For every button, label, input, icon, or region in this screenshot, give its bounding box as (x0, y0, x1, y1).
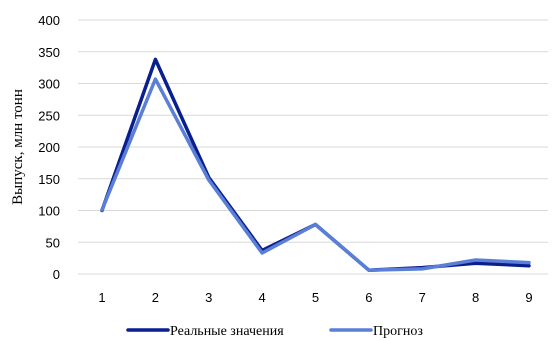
series-line-2 (100, 77, 531, 272)
series-lines (100, 57, 531, 272)
legend: Реальные значения Прогноз (126, 324, 423, 339)
legend-label-1: Реальные значения (170, 324, 284, 339)
x-tick-label: 7 (419, 290, 426, 305)
y-tick-label: 50 (46, 235, 60, 250)
series-line-1 (100, 57, 531, 272)
y-tick-label: 150 (38, 172, 60, 187)
x-tick-label: 9 (525, 290, 532, 305)
gridlines (78, 19, 548, 275)
x-tick-label: 8 (472, 290, 479, 305)
y-tick-label: 350 (38, 45, 60, 60)
y-tick-label: 0 (53, 267, 60, 282)
y-axis-title: Выпуск, млн тонн (10, 89, 26, 205)
x-tick-label: 5 (312, 290, 319, 305)
x-tick-label: 3 (205, 290, 212, 305)
y-tick-label: 250 (38, 108, 60, 123)
x-axis-ticks: 1 2 3 4 5 6 7 8 9 (98, 290, 532, 305)
x-tick-label: 4 (259, 290, 266, 305)
x-tick-label: 1 (98, 290, 105, 305)
x-tick-label: 2 (152, 290, 159, 305)
y-tick-label: 400 (38, 13, 60, 28)
y-tick-label: 200 (38, 140, 60, 155)
y-tick-label: 300 (38, 77, 60, 92)
y-tick-label: 100 (38, 204, 60, 219)
legend-label-2: Прогноз (373, 324, 423, 339)
y-axis-ticks: 0 50 100 150 200 250 300 350 400 (38, 13, 60, 282)
x-tick-label: 6 (365, 290, 372, 305)
